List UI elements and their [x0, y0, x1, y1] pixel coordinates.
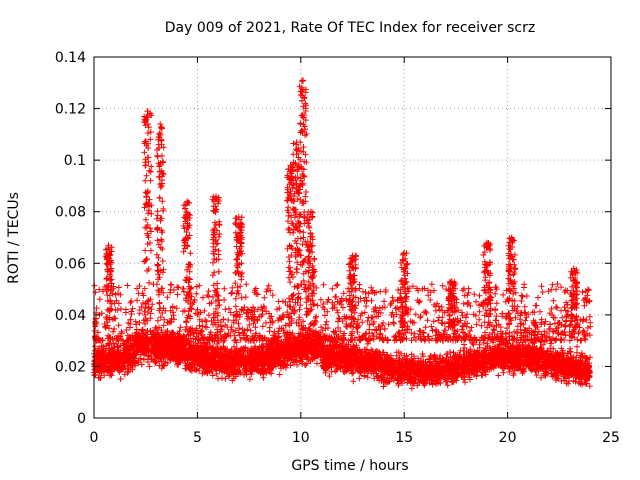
chart-title: Day 009 of 2021, Rate Of TEC Index for r…	[165, 20, 535, 36]
y-tick-label: 0.12	[55, 102, 86, 118]
x-tick-label: 15	[395, 430, 413, 446]
x-tick-label: 10	[292, 430, 310, 446]
y-tick-label: 0.02	[55, 359, 86, 375]
x-tick-label: 20	[499, 430, 517, 446]
y-tick-label: 0.1	[64, 153, 86, 169]
y-tick-label: 0.14	[55, 50, 86, 66]
roti-scatter-markers	[91, 77, 594, 392]
y-axis-label: ROTI / TECUs	[6, 192, 22, 284]
x-tick-label: 25	[602, 430, 620, 446]
x-axis-label: GPS time / hours	[291, 458, 408, 474]
x-tick-label: 5	[193, 430, 202, 446]
y-tick-label: 0.06	[55, 256, 86, 272]
axis-ticks: 0 5 10 15 20 25 0 0.02 0.04 0.06 0.08 0.1 0.12 0.14	[55, 50, 620, 446]
y-tick-label: 0.08	[55, 205, 86, 221]
y-tick-label: 0.04	[55, 308, 86, 324]
data-points	[91, 77, 594, 392]
x-tick-label: 0	[90, 430, 99, 446]
plot-frame	[93, 56, 612, 419]
y-tick-label: 0	[77, 411, 86, 427]
